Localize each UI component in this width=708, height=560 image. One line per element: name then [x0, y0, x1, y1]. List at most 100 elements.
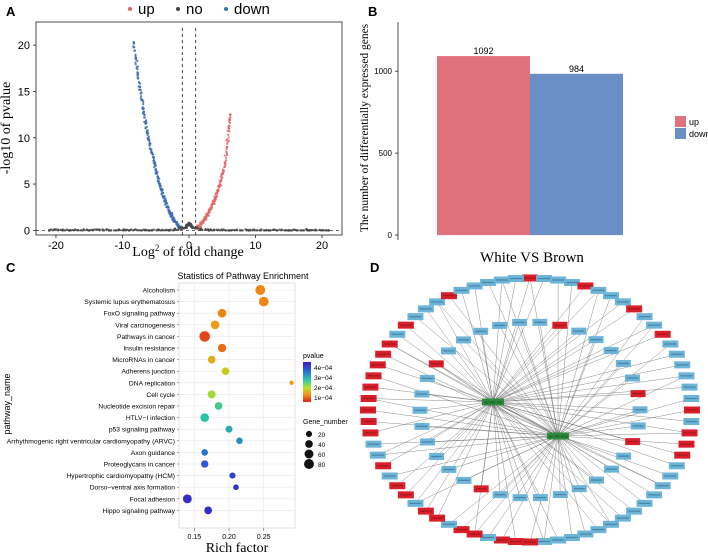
volcano-point-no [96, 228, 99, 231]
network-node-text-mark [591, 479, 603, 481]
volcano-point-no [222, 228, 225, 231]
volcano-point-no [93, 228, 96, 231]
network-edge [370, 401, 494, 434]
volcano-point-no [276, 229, 279, 232]
bubble-point [214, 402, 223, 410]
network-node-text-mark [416, 393, 428, 395]
volcano-point-down [149, 151, 153, 154]
volcano-point-no [59, 228, 62, 231]
volcano-point-down [134, 61, 137, 64]
network-node-text-mark [626, 377, 638, 379]
volcano-point-down [135, 67, 138, 70]
bubble-category-label: Hypertrophic cardiomyopathy (HCM) [66, 473, 175, 480]
network-node-text-mark [627, 440, 639, 443]
network-node-text-mark [634, 409, 646, 411]
bar-y-tick-label: 1000 [374, 67, 392, 76]
network-edge [557, 409, 641, 437]
volcano-point-down [141, 108, 145, 111]
volcano-point-no [269, 229, 272, 232]
volcano-point-up [225, 150, 228, 153]
volcano-point-no [115, 229, 118, 232]
network-edge [492, 401, 517, 542]
network-edge [557, 435, 561, 495]
bubble-point [233, 484, 239, 491]
volcano-point-down [143, 113, 146, 117]
volcano-point-down [154, 169, 157, 172]
network-node-text-mark [409, 502, 422, 504]
volcano-point-up [225, 145, 229, 149]
network-edge [389, 343, 559, 437]
network-edge [463, 339, 559, 437]
bubble-point [289, 380, 294, 385]
volcano-point-no [112, 229, 116, 232]
network-edge [492, 290, 599, 403]
network-node-text-mark [534, 321, 546, 323]
volcano-y-tick-label: 20 [18, 40, 30, 52]
volcano-point-no [174, 227, 177, 230]
network-edges [367, 277, 693, 543]
color-legend-label: 1e−04 [314, 395, 333, 402]
bar-down [530, 73, 623, 236]
network-node-text-mark [573, 488, 585, 490]
network-node-text-mark [648, 324, 661, 326]
volcano-x-label-rest: of fold change [159, 245, 243, 260]
volcano-point-no [233, 229, 236, 232]
bubble-category-label: Pathways in cancer [117, 334, 176, 341]
volcano-point-up [227, 127, 231, 130]
network-node-text-mark [605, 349, 617, 352]
volcano-x-label-main: Log [132, 245, 155, 260]
volcano-point-no [296, 229, 299, 232]
network-node-text-mark [592, 529, 605, 531]
volcano-point-no [225, 229, 228, 232]
network-node-text-mark [419, 510, 432, 512]
network-edge [492, 375, 687, 403]
volcano-point-up [227, 139, 230, 142]
volcano-point-down [167, 211, 170, 214]
network-edge [492, 277, 531, 403]
volcano-point-no [227, 229, 231, 232]
network-edge [557, 435, 687, 445]
network-edge [557, 325, 655, 437]
network-node-text-mark [628, 308, 641, 310]
legend-down-swatch [675, 128, 686, 139]
network-edge [529, 277, 559, 437]
volcano-point-down [154, 164, 157, 168]
size-legend-title: Gene_number [303, 419, 348, 426]
network-node-text-mark [371, 364, 384, 366]
network-edge [492, 325, 561, 403]
network-edge [501, 279, 559, 437]
network-edge [448, 295, 559, 437]
network-edge [492, 401, 690, 434]
volcano-point-down [152, 159, 156, 163]
bubble-category-label: p53 signaling pathway [109, 427, 176, 434]
bubble-category-label: Dorso−ventral axis formation [90, 485, 176, 492]
volcano-point-down [158, 182, 162, 186]
bubble-category-labels: Alcoholism Systemic lupus erythematosus Fo… [7, 288, 179, 515]
network-edge [557, 409, 693, 437]
volcano-y-tick-label: 0 [24, 225, 30, 237]
network-edge [436, 401, 494, 519]
bar-up [437, 56, 530, 236]
volcano-x-label-sup: 2 [155, 243, 160, 253]
bubble-point [210, 320, 220, 330]
network-edge [389, 343, 494, 403]
volcano-point-up [225, 147, 228, 150]
network-node-text-mark [618, 455, 630, 457]
volcano-point-down [132, 46, 135, 49]
volcano-point-up [214, 198, 217, 201]
network-edge [389, 435, 559, 477]
volcano-point-up [227, 136, 230, 139]
network-edge [543, 435, 559, 542]
bubble-point [255, 285, 266, 295]
legend-no-dot [176, 7, 180, 11]
legend-down-label: down [234, 1, 270, 18]
volcano-point-no [57, 228, 60, 231]
volcano-point-no [136, 229, 139, 232]
network-node-text-mark [579, 285, 592, 287]
volcano-point-no [175, 228, 178, 232]
bubble-category-label: Nucleotide excision repair [98, 404, 175, 411]
bubble-category-label: Alcoholism [143, 288, 176, 295]
network-edge [492, 364, 683, 403]
volcano-point-no [196, 227, 199, 230]
network-node-text-mark [431, 517, 444, 519]
